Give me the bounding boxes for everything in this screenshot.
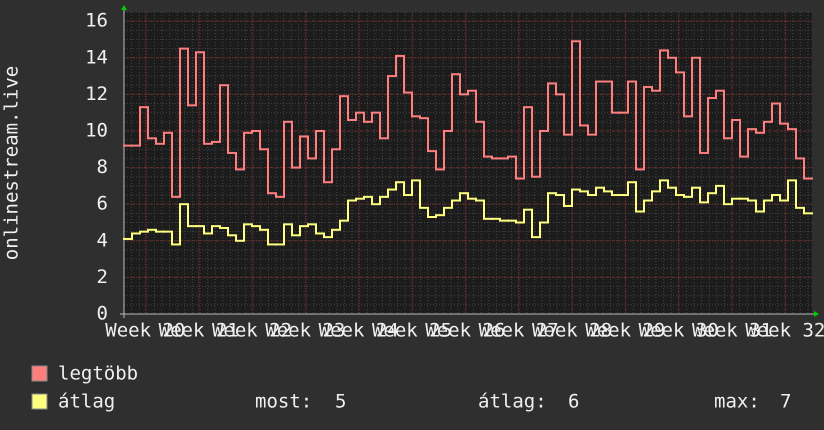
stat-label: átlag: [478, 391, 547, 413]
legend-swatch [31, 393, 48, 410]
axis-arrow [814, 311, 819, 317]
y-tick-label: 0 [97, 303, 108, 325]
y-tick-label: 12 [85, 83, 108, 105]
legend-swatch [31, 365, 48, 382]
plot-area [124, 12, 812, 314]
x-tick-label: Week 21 [159, 320, 239, 342]
y-tick-label: 2 [97, 266, 108, 288]
x-tick-label: Week 28 [532, 320, 612, 342]
y-tick-label: 14 [85, 46, 108, 68]
x-tick-label: Week 23 [265, 320, 345, 342]
x-tick-label: Week 31 [692, 320, 772, 342]
y-tick-label: 16 [85, 10, 108, 32]
stat-label: most: [255, 391, 312, 413]
legend-label: átlag [58, 391, 115, 413]
axis-arrow [121, 5, 127, 10]
y-tick-label: 8 [97, 156, 108, 178]
y-axis-label: onlinestream.live [1, 66, 23, 260]
y-tick-label: 6 [97, 193, 108, 215]
x-tick-label: Week 30 [639, 320, 719, 342]
stat-value: 5 [335, 391, 346, 413]
x-tick-label: Week 29 [585, 320, 665, 342]
x-tick-label: Week 26 [425, 320, 505, 342]
legend-label: legtöbb [58, 363, 138, 385]
x-tick-label: Week 25 [372, 320, 452, 342]
stat-label: max: [714, 391, 760, 413]
x-tick-label: Week 27 [479, 320, 559, 342]
y-tick-label: 10 [85, 119, 108, 141]
y-tick-label: 4 [97, 229, 108, 251]
x-tick-label: Week 20 [105, 320, 185, 342]
stat-value: 7 [780, 391, 791, 413]
x-tick-label: Week 32 [745, 320, 824, 342]
stat-value: 6 [568, 391, 579, 413]
x-tick-label: Week 24 [319, 320, 399, 342]
x-tick-label: Week 22 [212, 320, 292, 342]
